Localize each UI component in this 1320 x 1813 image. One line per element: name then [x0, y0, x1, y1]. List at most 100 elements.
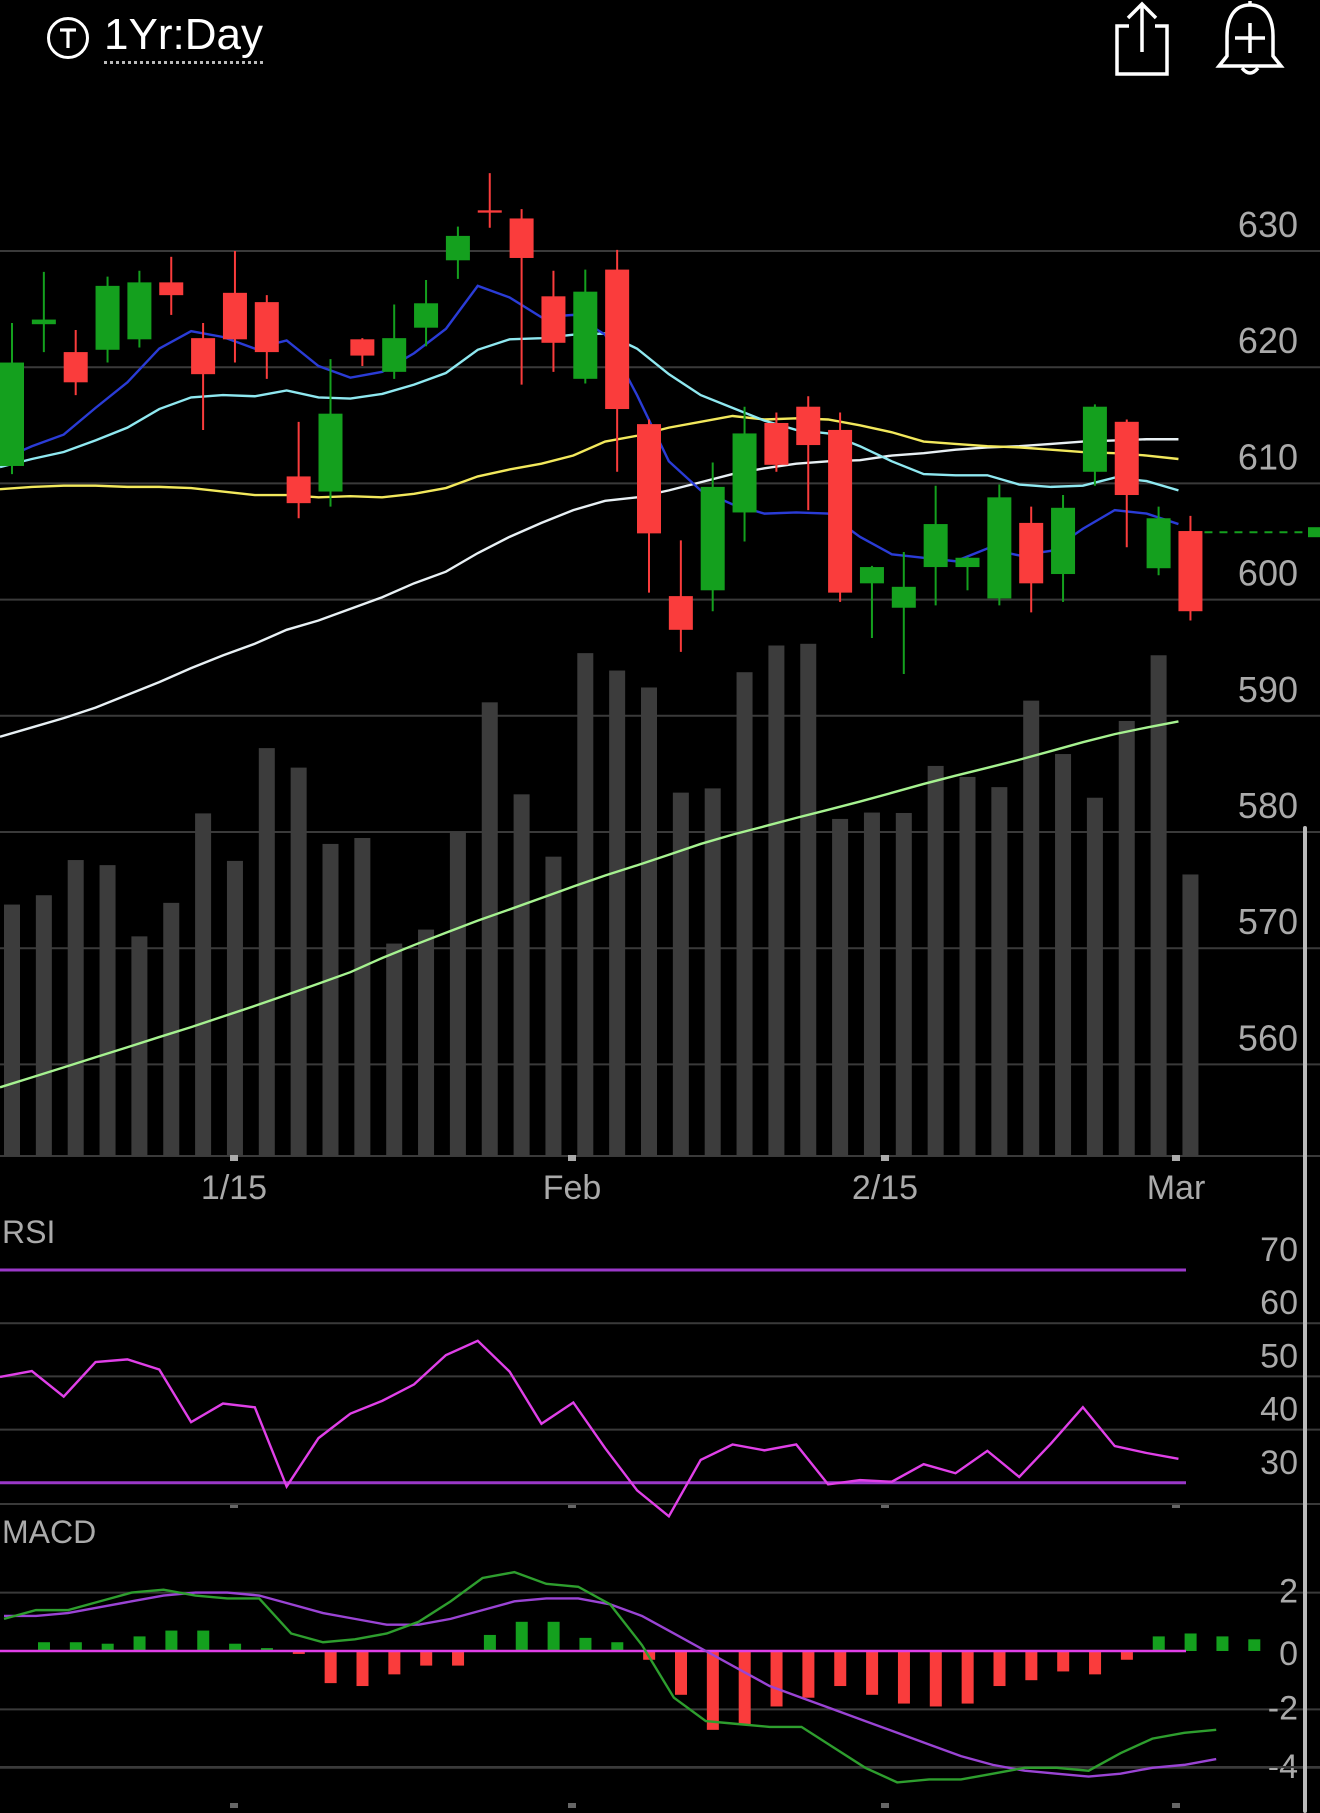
scrollbar[interactable] [1303, 826, 1307, 1813]
volume-bars [4, 643, 1199, 1156]
candle-down [637, 424, 661, 534]
candle-up [445, 235, 470, 261]
candle-down [286, 476, 311, 504]
volume-bar [959, 776, 976, 1156]
macd-histogram-bar [324, 1651, 337, 1684]
date-label: Mar [1147, 1169, 1206, 1207]
macd-histogram-bar [292, 1651, 305, 1654]
date-tick-rsi [568, 1503, 576, 1508]
last-price-marker [1204, 527, 1320, 538]
share-icon[interactable] [1106, 0, 1176, 80]
volume-average-line [0, 720, 1179, 1089]
candle-down [668, 596, 693, 630]
macd-tick-label: 0 [1279, 1635, 1298, 1673]
macd-histogram-bar [834, 1651, 847, 1687]
volume-bar [290, 767, 307, 1156]
date-tick [230, 1155, 238, 1161]
date-label: Feb [543, 1169, 602, 1207]
candle-down [477, 210, 502, 213]
price-tick-label: 560 [1238, 1017, 1298, 1058]
macd-histogram-bar [897, 1651, 910, 1704]
volume-bar [991, 787, 1008, 1156]
volume-bar [513, 794, 530, 1156]
volume-bar [418, 929, 435, 1156]
volume-bar [163, 902, 180, 1156]
candle-up [1082, 406, 1107, 472]
candle-down [1178, 531, 1203, 612]
ma-white-line [0, 438, 1179, 738]
date-tick [568, 1155, 576, 1161]
candle-up [955, 557, 980, 568]
candle-down [159, 282, 184, 296]
macd-histogram-bar [770, 1651, 783, 1707]
macd-histogram-bar [547, 1621, 560, 1651]
volume-bar [99, 865, 116, 1156]
volume-bar [1150, 655, 1167, 1156]
volume-bar [863, 812, 880, 1156]
date-tick-macd [568, 1803, 576, 1808]
date-tick-macd [881, 1803, 889, 1808]
macd-line [3, 1570, 1217, 1784]
macd-histogram-bar [229, 1643, 242, 1651]
candle-up [0, 362, 24, 466]
price-tick-label: 590 [1238, 669, 1298, 710]
rsi-tick-label: 40 [1260, 1391, 1298, 1429]
volume-bar [449, 831, 466, 1156]
price-tick-label: 610 [1238, 436, 1298, 477]
rsi-tick-label: 60 [1260, 1284, 1298, 1322]
macd-histogram-bar [133, 1636, 146, 1651]
macd-histogram-bar [1057, 1651, 1070, 1672]
macd-histogram-bar [579, 1637, 592, 1651]
candle-up [700, 486, 725, 591]
price-tick-label: 620 [1238, 320, 1298, 361]
volume-bar [322, 843, 339, 1156]
candle-down [222, 292, 247, 340]
date-tick-rsi [230, 1503, 238, 1508]
macd-histogram-bar [69, 1642, 82, 1651]
macd-histogram-bar [1184, 1633, 1197, 1651]
candle-down [254, 302, 279, 353]
candle-down [541, 296, 566, 343]
volume-bar [4, 904, 20, 1156]
date-tick-macd [230, 1803, 238, 1808]
candle-down [350, 339, 375, 356]
macd-histogram-bar [420, 1651, 433, 1666]
volume-bar [927, 765, 944, 1156]
add-alert-bell-icon[interactable] [1215, 0, 1285, 80]
volume-bar [386, 943, 403, 1156]
volume-bar [1055, 754, 1072, 1156]
signal-line [4, 1591, 1217, 1778]
volume-bar [1118, 720, 1135, 1156]
candle-up [318, 413, 343, 492]
macd-title: MACD [2, 1514, 96, 1550]
rsi-line [0, 1339, 1179, 1519]
candle-up [95, 285, 120, 350]
macd-histogram-bar [515, 1621, 528, 1651]
macd-histogram-bar [165, 1630, 178, 1651]
volume-bar [609, 670, 626, 1156]
candle-down [191, 338, 216, 375]
macd-histogram-bar [1120, 1651, 1133, 1660]
macd-histogram-bar [483, 1634, 496, 1651]
volume-bar [832, 818, 849, 1156]
price-tick-label: 570 [1238, 901, 1298, 942]
candle-down [1114, 421, 1139, 496]
range-selector[interactable]: 1Yr:Day [46, 12, 263, 64]
candle-down [764, 422, 789, 465]
candle-down [509, 218, 534, 258]
date-label: 1/15 [201, 1169, 267, 1207]
volume-bar [481, 702, 498, 1156]
volume-bar [1182, 874, 1199, 1156]
macd-histogram-bar [802, 1651, 815, 1698]
date-label: 2/15 [852, 1169, 918, 1207]
rsi-tick-label: 70 [1260, 1231, 1298, 1269]
candle-up [923, 524, 948, 568]
candle-up [891, 586, 916, 608]
volume-bar [35, 895, 52, 1156]
price-tick-label: 580 [1238, 785, 1298, 826]
volume-bar [67, 860, 84, 1156]
macd-histogram-bar [197, 1630, 210, 1651]
macd-histogram-bar [929, 1651, 942, 1707]
candle-up [382, 338, 407, 372]
